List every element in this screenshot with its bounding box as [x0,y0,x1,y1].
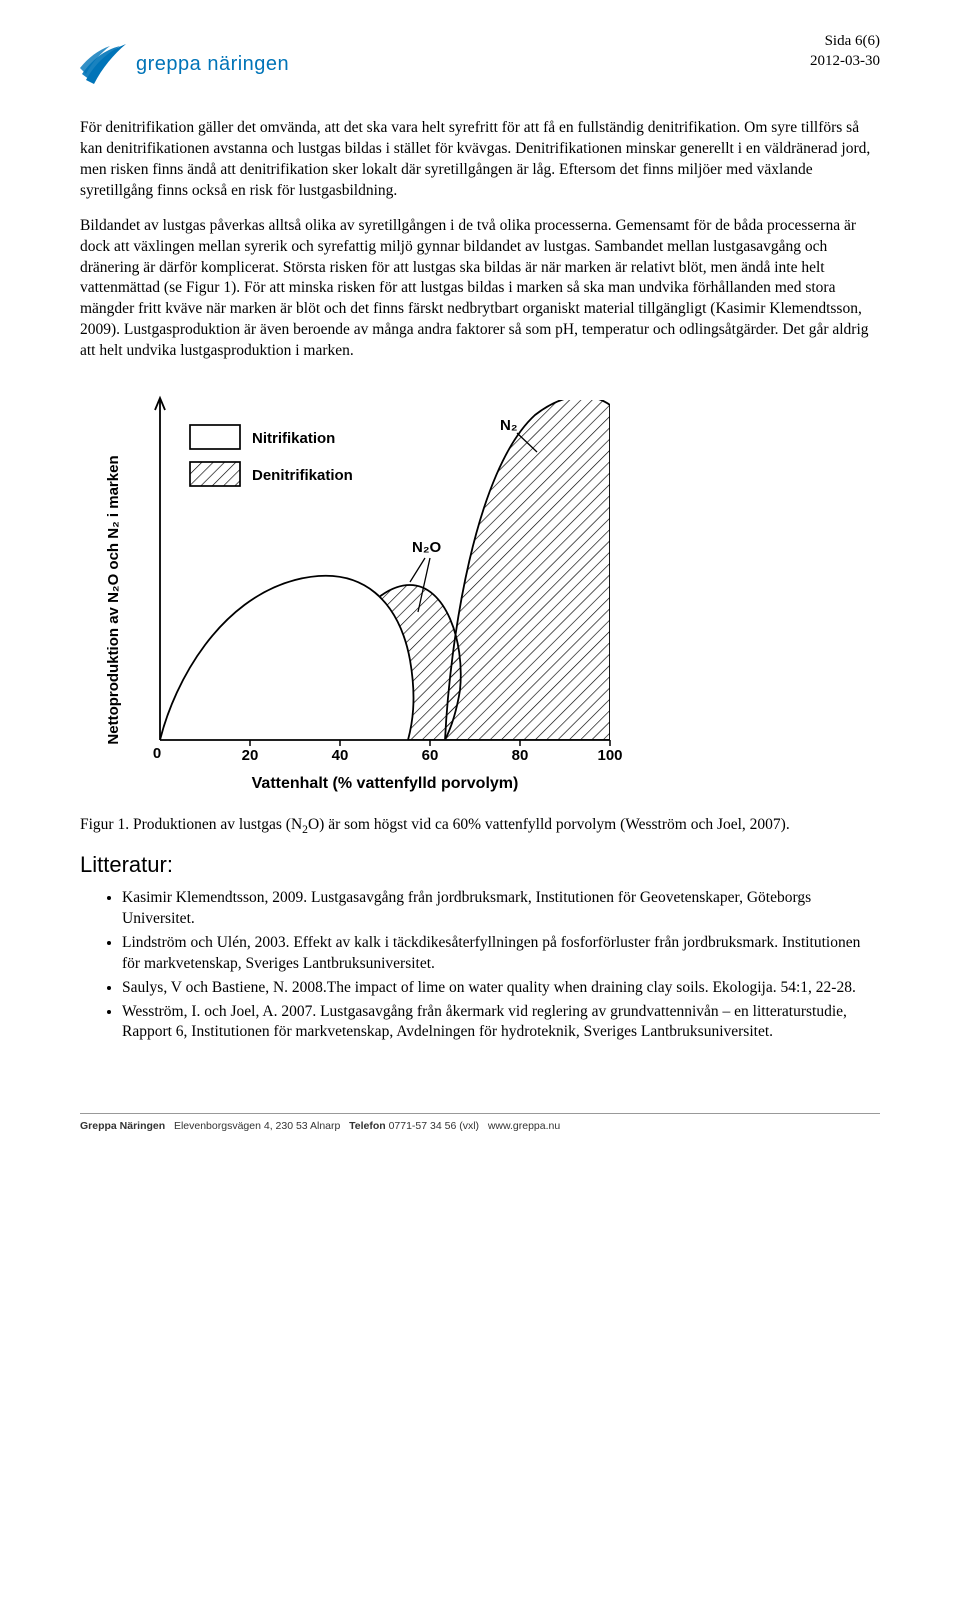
paragraph-2: Bildandet av lustgas påverkas alltså oli… [80,216,880,362]
footer-web: www.greppa.nu [488,1120,560,1132]
header-right: Sida 6(6) 2012-03-30 [810,32,880,71]
reference-list: Kasimir Klemendtsson, 2009. Lustgasavgån… [80,888,880,1043]
figure-1: 0 20 40 60 80 100 Vattenhalt (% vattenfy… [80,380,880,805]
svg-text:60: 60 [422,747,439,764]
x-axis-label: Vattenhalt (% vattenfylld porvolym) [252,775,519,792]
page-number: Sida 6(6) [810,32,880,52]
footer-tel: 0771-57 34 56 (vxl) [389,1120,479,1132]
chart-svg: 0 20 40 60 80 100 Vattenhalt (% vattenfy… [80,380,640,800]
logo: greppa näringen [80,40,880,88]
figure-caption: Figur 1. Produktionen av lustgas (N2O) ä… [80,815,880,838]
paragraph-1: För denitrifikation gäller det omvända, … [80,118,880,202]
footer-addr: Elevenborgsvägen 4, 230 53 Alnarp [174,1120,340,1132]
litteratur-heading: Litteratur: [80,852,880,878]
leaf-swirl-icon [80,40,128,88]
reference-item: Saulys, V och Bastiene, N. 2008.The impa… [122,978,880,999]
page: Sida 6(6) 2012-03-30 greppa näringen För… [0,0,960,1162]
svg-text:40: 40 [332,747,349,764]
legend-nitrifikation: Nitrifikation [252,430,335,447]
svg-text:80: 80 [512,747,529,764]
label-n2: N₂ [500,417,518,434]
legend-denitrifikation: Denitrifikation [252,467,353,484]
page-date: 2012-03-30 [810,52,880,72]
y-axis-label: Nettoproduktion av N₂O och N₂ i marken [105,456,122,745]
logo-text: greppa näringen [136,53,289,76]
svg-text:100: 100 [597,747,622,764]
footer: Greppa Näringen Elevenborgsvägen 4, 230 … [80,1113,880,1132]
reference-item: Wesström, I. och Joel, A. 2007. Lustgasa… [122,1002,880,1044]
footer-org: Greppa Näringen [80,1120,165,1132]
label-n2o: N₂O [412,539,441,556]
footer-tel-label: Telefon [349,1120,386,1132]
reference-item: Lindström och Ulén, 2003. Effekt av kalk… [122,933,880,975]
body-text: För denitrifikation gäller det omvända, … [80,118,880,362]
svg-text:0: 0 [153,745,161,762]
reference-item: Kasimir Klemendtsson, 2009. Lustgasavgån… [122,888,880,930]
svg-text:20: 20 [242,747,259,764]
